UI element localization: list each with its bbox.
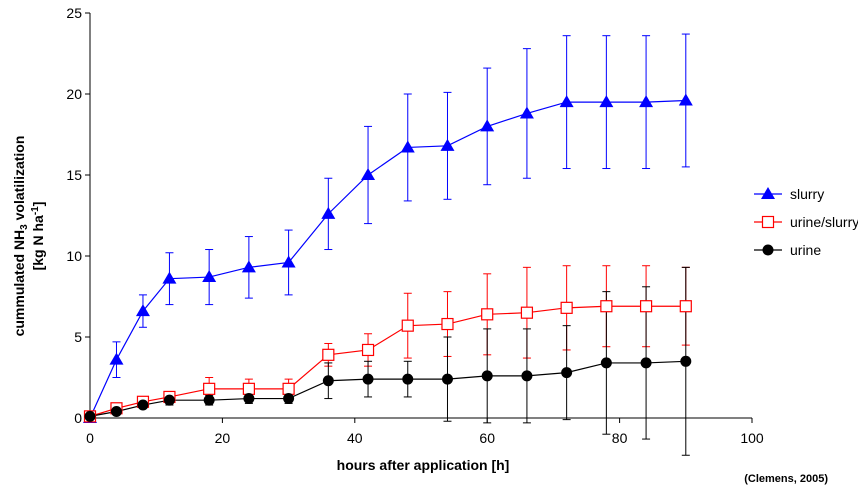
urine-slurry-point [600, 300, 613, 313]
legend-marker-slurry [761, 187, 775, 199]
urine-point [362, 373, 374, 385]
legend-label-urine-slurry: urine/slurry [790, 214, 858, 230]
series-markers [83, 93, 693, 423]
slurry-point [440, 138, 455, 151]
slurry-point [109, 352, 124, 365]
urine-point [441, 373, 453, 385]
urine-point [110, 406, 122, 418]
urine-point [600, 357, 612, 369]
urine-point [203, 394, 215, 406]
x-tick-label: 40 [347, 430, 363, 446]
urine-slurry-point [401, 319, 414, 332]
y-axis-title-line2-post: ] [30, 202, 46, 207]
legend-label-slurry: slurry [790, 186, 824, 202]
axes [85, 12, 753, 423]
legend-marker-urine-slurry [761, 215, 775, 229]
y-axis-title-line1: cummulated NH3 volatilization [11, 136, 30, 337]
urine-point [163, 394, 175, 406]
urine-slurry-point [481, 308, 494, 321]
slurry-point [135, 304, 150, 317]
slurry-point [202, 270, 217, 283]
urine-point [640, 357, 652, 369]
slurry-point [559, 95, 574, 108]
y-axis-title-line1-pre: cummulated NH [11, 230, 27, 337]
urine-slurry-point [639, 300, 653, 313]
y-tick-label: 20 [66, 86, 82, 102]
urine-point [680, 355, 692, 367]
urine-slurry-point [242, 382, 255, 395]
x-axis-title: hours after application [h] [337, 457, 510, 473]
y-tick-label: 25 [66, 5, 82, 21]
legend-label-urine: urine [790, 242, 821, 258]
x-tick-label: 100 [740, 430, 764, 446]
slurry-point [480, 119, 495, 132]
urine-slurry-point [322, 348, 335, 361]
legend-marker-urine [762, 244, 774, 256]
slurry-point [599, 95, 614, 108]
x-tick-label: 20 [215, 430, 231, 446]
urine-point [243, 393, 255, 405]
urine-slurry-point [520, 306, 534, 319]
legend: slurry urine/slurry urine [754, 186, 858, 258]
urine-point [137, 399, 149, 411]
y-axis-title-line2-pre: [kg N ha [30, 215, 46, 270]
slurry-point [639, 95, 654, 108]
x-tick-label: 0 [86, 430, 94, 446]
y-axis-title-line1-sub: 3 [19, 224, 30, 230]
slurry-point [519, 106, 534, 119]
slurry-point [241, 260, 256, 273]
slurry-point [678, 93, 693, 106]
y-axis-title: cummulated NH3 volatilization [kg N ha-1… [11, 136, 46, 337]
slurry-line [89, 99, 686, 419]
urine-slurry-point [282, 382, 295, 395]
urine-slurry-point [203, 382, 216, 395]
x-tick-label: 80 [612, 430, 628, 446]
slurry-point [281, 255, 296, 268]
x-tick-label: 60 [479, 430, 495, 446]
urine-point [84, 410, 96, 422]
urine-point [561, 367, 573, 379]
urine-slurry-point [361, 343, 375, 357]
urine-point [322, 375, 334, 387]
urine-point [521, 370, 533, 382]
slurry-point [321, 206, 336, 219]
urine-point [283, 393, 295, 405]
y-tick-label: 0 [74, 410, 82, 426]
y-tick-label: 5 [74, 329, 82, 345]
y-tick-label: 10 [66, 248, 82, 264]
y-axis-title-line2: [kg N ha-1] [30, 202, 46, 271]
x-tick-labels: 0 20 40 60 80 100 [86, 430, 764, 446]
y-tick-label: 15 [66, 167, 82, 183]
urine-point [481, 370, 493, 382]
urine-slurry-point [441, 317, 454, 331]
urine-slurry-point [679, 300, 692, 313]
error-bars [112, 33, 690, 456]
series-lines [89, 99, 686, 419]
y-axis-title-line2-sup: -1 [30, 206, 41, 215]
slurry-point [400, 140, 415, 153]
slurry-point [361, 168, 376, 180]
source-citation: (Clemens, 2005) [744, 473, 828, 485]
urine-point [402, 373, 414, 385]
y-tick-labels: 0 5 10 15 20 25 [66, 5, 82, 426]
y-axis-title-line1-post: volatilization [11, 136, 27, 225]
urine-line [89, 360, 686, 417]
urine-slurry-point [560, 301, 573, 314]
slurry-point [162, 271, 177, 284]
